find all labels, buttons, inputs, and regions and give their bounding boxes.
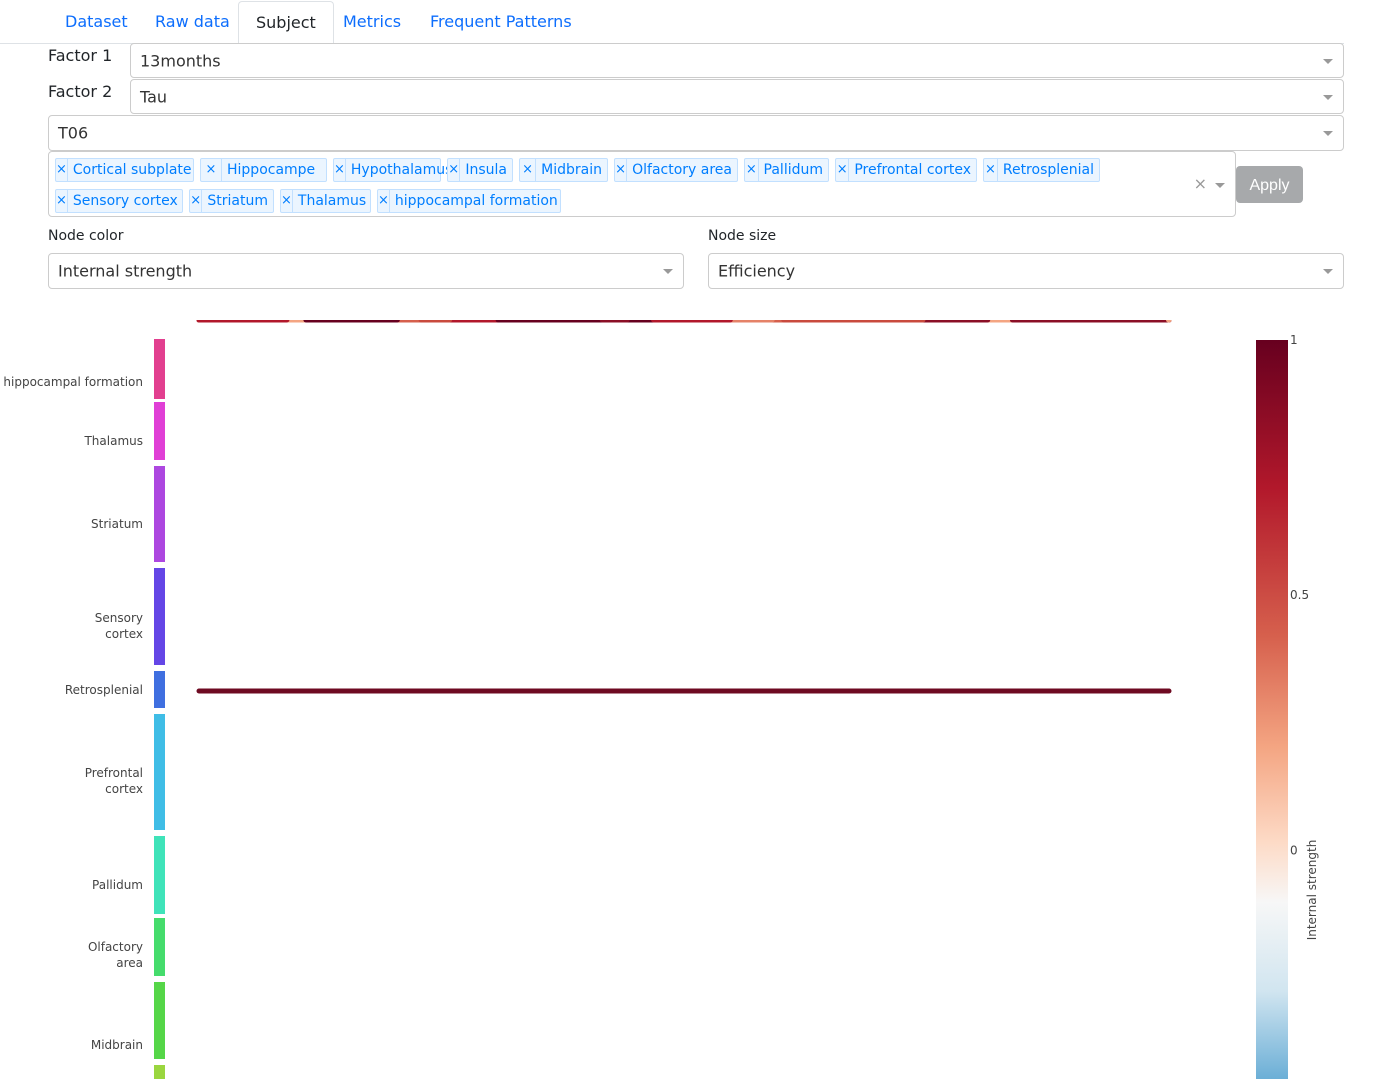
region-chip-label: Hypothalamus — [350, 162, 453, 178]
region-chip: × Thalamus — [280, 189, 371, 213]
colorbar: 1 0.5 0 Internal strength — [1256, 333, 1319, 1079]
region-chip-label: Midbrain — [541, 162, 602, 178]
subject-select[interactable]: T06 — [48, 115, 1344, 151]
row-label: Sensory — [95, 611, 143, 625]
node-size-select[interactable]: Efficiency — [708, 253, 1344, 289]
factor1-value: 13months — [140, 51, 221, 70]
row-label: cortex — [105, 782, 143, 796]
close-icon[interactable]: × — [56, 159, 68, 181]
tab-dataset[interactable]: Dataset — [65, 12, 128, 31]
colorbar-tick-label: 0 — [1290, 843, 1298, 857]
chevron-down-icon[interactable] — [663, 269, 673, 274]
colorbar-tick-label: 0.5 — [1290, 588, 1309, 602]
region-chip: × Sensory cortex — [55, 189, 183, 213]
region-chip: × Cortical subplate — [55, 158, 194, 182]
factor1-label: Factor 1 — [48, 46, 113, 65]
close-icon[interactable]: × — [984, 159, 998, 181]
row-label: Thalamus — [83, 434, 143, 448]
subject-timeline-chart: hippocampal formation Thalamus Striatum Sen… — [3, 320, 1319, 1079]
region-chip: × Olfactory area — [614, 158, 738, 182]
row-label: area — [116, 956, 143, 970]
factor2-label: Factor 2 — [48, 82, 113, 101]
clear-icon[interactable]: × — [1193, 174, 1207, 193]
tab-metrics[interactable]: Metrics — [343, 12, 402, 31]
row-label: cortex — [105, 627, 143, 641]
close-icon[interactable]: × — [281, 190, 293, 212]
close-icon[interactable]: × — [520, 159, 537, 181]
close-icon[interactable]: × — [201, 159, 222, 181]
row-color-bar — [154, 568, 165, 665]
colorbar-tick-label: 1 — [1290, 333, 1298, 347]
region-chip: × Prefrontal cortex — [835, 158, 977, 182]
region-chip: × Retrosplenial — [983, 158, 1100, 182]
row-label: Pallidum — [92, 878, 143, 892]
row-label: Olfactory — [88, 940, 143, 954]
region-chip: × Hypothalamus — [333, 158, 452, 182]
colorbar-gradient — [1256, 340, 1288, 1079]
close-icon[interactable]: × — [836, 159, 850, 181]
region-chip-label: Sensory cortex — [72, 193, 178, 209]
chevron-down-icon[interactable] — [1215, 183, 1225, 188]
close-icon[interactable]: × — [378, 190, 390, 212]
chevron-down-icon[interactable] — [1323, 94, 1333, 100]
close-icon[interactable]: × — [334, 159, 346, 181]
factor2-value: Tau — [140, 87, 168, 106]
tab-bar: Dataset Raw data Subject Metrics Frequen… — [0, 0, 1344, 44]
chevron-down-icon[interactable] — [1323, 269, 1333, 274]
node-color-label: Node color — [48, 228, 124, 244]
node-color-value: Internal strength — [58, 261, 193, 281]
node-size-label: Node size — [708, 228, 777, 244]
region-chip: × Hippocampe — [200, 158, 327, 182]
row-color-bar — [154, 671, 165, 708]
close-icon[interactable]: × — [615, 159, 628, 181]
node-size-value: Efficiency — [718, 261, 796, 281]
region-chip-label: Hippocampe — [227, 162, 316, 178]
close-icon[interactable]: × — [745, 159, 759, 181]
factor2-select[interactable]: Tau — [130, 79, 1344, 114]
region-chip: × Midbrain — [519, 158, 608, 182]
region-chip-label: hippocampal formation — [394, 193, 558, 209]
subject-value: T06 — [58, 123, 89, 143]
apply-button[interactable]: Apply — [1236, 166, 1303, 203]
tab-raw-data[interactable]: Raw data — [155, 12, 230, 31]
row-label: Midbrain — [91, 1038, 143, 1052]
row-color-bar — [154, 339, 165, 399]
region-chip-label: Olfactory area — [632, 162, 732, 178]
row-color-bar — [154, 918, 165, 976]
region-multiselect[interactable]: × Cortical subplate × Hippocampe × Hypothalam… — [48, 151, 1236, 217]
node-color-select[interactable]: Internal strength — [48, 253, 684, 289]
row-color-bar — [154, 714, 165, 830]
row-label: Striatum — [91, 517, 143, 531]
row-color-bar — [154, 836, 165, 914]
colorbar-title: Internal strength — [1305, 840, 1319, 941]
region-chip-label: Retrosplenial — [1002, 162, 1094, 178]
region-chip: × hippocampal formation — [377, 189, 561, 213]
region-chip-label: Pallidum — [763, 162, 823, 178]
region-chip-label: Striatum — [207, 193, 268, 209]
row-label: Prefrontal — [85, 766, 143, 780]
row-color-bar — [154, 402, 165, 460]
close-icon[interactable]: × — [448, 159, 461, 181]
chevron-down-icon[interactable] — [1323, 58, 1333, 64]
tab-subject[interactable]: Subject — [238, 1, 334, 44]
close-icon[interactable]: × — [56, 190, 68, 212]
row-label: hippocampal formation — [3, 375, 143, 389]
region-chip-label: Prefrontal cortex — [854, 162, 971, 178]
region-chip: × Insula — [447, 158, 513, 182]
region-chip-label: Cortical subplate — [72, 162, 192, 178]
row-label: Retrosplenial — [65, 683, 143, 697]
region-chip-label: Insula — [465, 162, 507, 178]
factor1-select[interactable]: 13months — [130, 43, 1344, 78]
row-color-bar — [154, 466, 165, 562]
region-chip: × Pallidum — [744, 158, 829, 182]
chevron-down-icon[interactable] — [1323, 131, 1333, 136]
region-chip-label: Thalamus — [297, 193, 367, 209]
close-icon[interactable]: × — [190, 190, 203, 212]
row-color-bar — [154, 1065, 165, 1079]
tab-frequent-patterns[interactable]: Frequent Patterns — [430, 12, 572, 31]
row-color-bar — [154, 982, 165, 1059]
region-chip: × Striatum — [189, 189, 274, 213]
